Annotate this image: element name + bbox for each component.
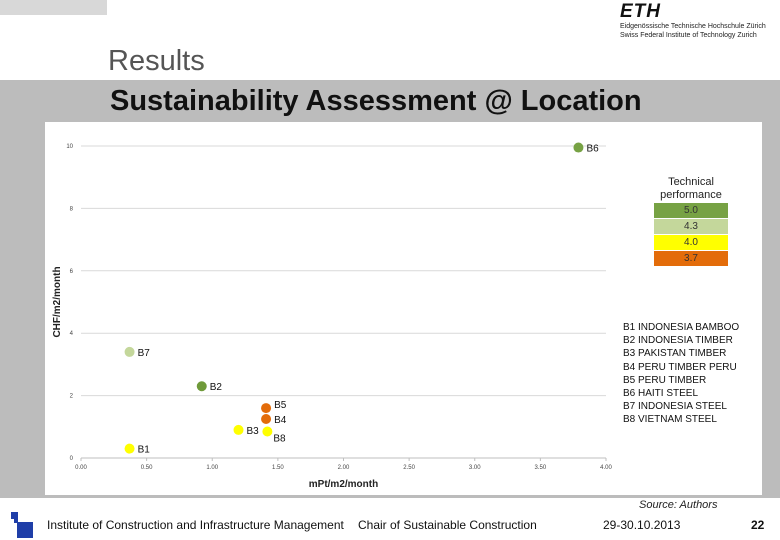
x-tick-label: 2.00	[338, 465, 350, 471]
y-tick-label: 4	[70, 331, 74, 337]
building-key-item: B4 PERU TIMBER PERU	[623, 361, 737, 373]
eth-logo-mark: ETH	[620, 1, 661, 22]
building-key-list: B1 INDONESIA BAMBOO B2 INDONESIA TIMBER …	[623, 321, 739, 427]
x-tick-label: 3.50	[535, 465, 547, 471]
data-point-b5	[261, 403, 272, 414]
x-tick-label: 2.50	[403, 465, 415, 471]
x-tick-label: 4.00	[600, 465, 612, 471]
footer-institute: Institute of Construction and Infrastruc…	[47, 518, 344, 532]
slide-title: Results	[108, 45, 205, 77]
legend-swatch: 4.3	[654, 219, 728, 234]
point-label-b4: B4	[274, 415, 287, 426]
eth-logo-line-2: Swiss Federal Institute of Technology Zu…	[620, 32, 757, 39]
y-tick-label: 6	[70, 269, 74, 275]
y-tick-label: 2	[70, 394, 74, 400]
legend-swatch: 3.7	[654, 251, 728, 266]
legend-title-line-1: Technical	[668, 176, 714, 188]
building-key-item: B3 PAKISTAN TIMBER	[623, 348, 727, 360]
point-label-b1: B1	[138, 445, 151, 456]
top-left-bar	[0, 0, 107, 15]
point-label-b6: B6	[586, 144, 599, 155]
building-key-item: B1 INDONESIA BAMBOO	[623, 322, 740, 333]
institute-logo-icon	[11, 512, 33, 538]
legend-swatch: 5.0	[654, 203, 728, 218]
building-key-item: B7 INDONESIA STEEL	[623, 401, 727, 413]
grid-lines	[81, 145, 606, 397]
point-label-b3: B3	[247, 426, 260, 437]
page-number: 22	[751, 518, 765, 532]
y-tick-label: 10	[66, 144, 73, 150]
x-tick-label: 0.50	[141, 465, 153, 471]
point-labels: B1 B2 B3 B4 B5 B6 B7 B8	[138, 144, 600, 456]
scatter-chart: 0 2 4 6 8 10 0.00 0.50 1.00 1.50 2.00 2.50 3.00 3.50 4…	[52, 142, 612, 490]
point-label-b7: B7	[138, 348, 151, 359]
data-point-b1	[124, 443, 135, 454]
building-key-item: B5 PERU TIMBER	[623, 374, 707, 386]
data-point-b4	[261, 414, 272, 424]
point-label-b5: B5	[274, 400, 287, 411]
footer-date: 29-30.10.2013	[603, 518, 681, 532]
data-point-b7	[124, 346, 135, 357]
data-points	[124, 142, 584, 454]
slide-subtitle: Sustainability Assessment @ Location	[110, 85, 642, 117]
point-label-b2: B2	[210, 382, 223, 393]
tick-labels: 0 2 4 6 8 10 0.00 0.50 1.00 1.50 2.00 2.50 3.00 3.50 4…	[66, 144, 612, 471]
data-point-b8	[262, 426, 273, 437]
source-note: Source: Authors	[639, 499, 718, 511]
technical-performance-legend: Technical performance 5.0 4.3 4.0 3.7	[654, 176, 728, 266]
eth-logo: ETH Eidgenössische Technische Hochschule…	[620, 2, 780, 44]
point-label-b8: B8	[273, 433, 286, 444]
axes	[80, 457, 607, 461]
data-point-b2	[196, 381, 207, 392]
legend-swatch: 4.0	[654, 235, 728, 250]
x-tick-label: 1.00	[206, 465, 218, 471]
y-axis-label: CHF/m2/month	[52, 266, 63, 337]
x-tick-label: 1.50	[272, 465, 284, 471]
y-tick-label: 8	[70, 206, 74, 212]
eth-logo-line-1: Eidgenössische Technische Hochschule Zür…	[620, 23, 766, 30]
x-axis-label: mPt/m2/month	[309, 479, 378, 490]
x-tick-label: 0.00	[75, 465, 87, 471]
x-tick-label: 3.00	[469, 465, 481, 471]
data-point-b6	[573, 142, 584, 153]
building-key-item: B2 INDONESIA TIMBER	[623, 335, 733, 347]
chart-panel: 0 2 4 6 8 10 0.00 0.50 1.00 1.50 2.00 2.50 3.00 3.50 4…	[45, 122, 762, 495]
footer-chair: Chair of Sustainable Construction	[358, 518, 537, 532]
building-key-item: B8 VIETNAM STEEL	[623, 414, 717, 426]
data-point-b3	[233, 424, 244, 435]
building-key-item: B6 HAITI STEEL	[623, 388, 699, 400]
y-tick-label: 0	[70, 456, 74, 462]
legend-title-line-2: performance	[660, 189, 722, 201]
